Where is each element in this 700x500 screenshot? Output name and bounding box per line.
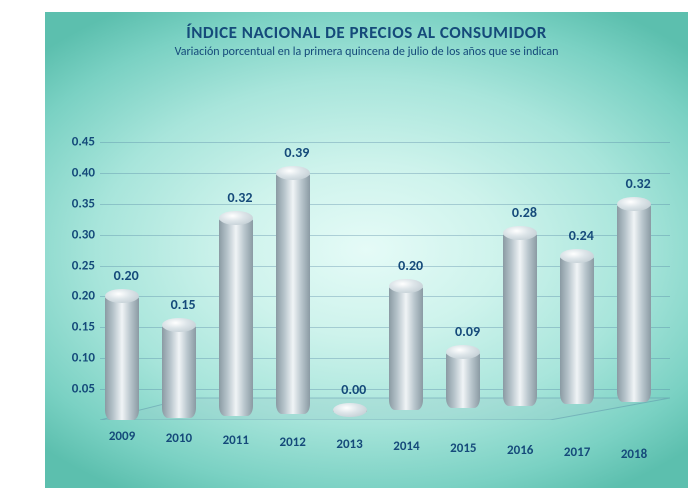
bar [503,233,537,406]
x-tick-label: 2011 [223,433,249,448]
value-label: 0.20 [398,257,423,274]
y-tick-label: 0.35 [72,196,95,211]
y-tick-label: 0.20 [72,289,95,304]
x-tick-label: 2015 [450,441,476,456]
y-tick-label: 0.10 [72,351,95,366]
plot-area: 0.20 0.15 0.32 0.39 0.00 0.20 0.09 0.28 0.24 0.32 [100,120,670,420]
value-label: 0.28 [512,204,537,221]
bar [560,256,594,404]
bar [276,173,310,414]
y-axis: 0.45 0.40 0.35 0.30 0.25 0.20 0.15 0.10 0.05 [45,120,100,420]
bar [446,352,480,408]
bars-group: 0.20 0.15 0.32 0.39 0.00 0.20 0.09 0.28 0.24 0.32 [100,120,670,420]
y-tick-label: 0.30 [72,227,95,242]
x-tick-label: 2017 [564,445,590,460]
x-axis-labels: 2009 2010 2011 2012 2013 2014 2015 2016 2017 2018 [100,425,670,465]
bar [105,296,139,420]
bar [389,286,423,410]
y-tick-label: 0.45 [72,135,95,150]
x-tick-label: 2014 [393,439,419,454]
bar [162,325,196,418]
x-tick-label: 2012 [279,435,305,450]
value-label: 0.32 [227,189,252,206]
value-label: 0.20 [114,267,139,284]
value-label: 0.39 [284,144,309,161]
value-label: 0.09 [455,323,480,340]
x-tick-label: 2009 [109,429,135,444]
x-tick-label: 2018 [621,447,647,462]
bar [333,410,367,412]
value-label: 0.15 [171,296,196,313]
chart-titles: ÍNDICE NACIONAL DE PRECIOS AL CONSUMIDOR… [45,22,688,59]
y-tick-label: 0.25 [72,258,95,273]
x-tick-label: 2013 [336,437,362,452]
x-tick-label: 2010 [166,431,192,446]
chart-container: ÍNDICE NACIONAL DE PRECIOS AL CONSUMIDOR… [0,0,700,500]
x-tick-label: 2016 [507,443,533,458]
chart-title: ÍNDICE NACIONAL DE PRECIOS AL CONSUMIDOR [45,22,688,43]
y-tick-label: 0.05 [72,382,95,397]
y-tick-label: 0.40 [72,165,95,180]
value-label: 0.00 [341,381,366,398]
chart-subtitle: Variación porcentual en la primera quinc… [45,45,688,59]
value-label: 0.24 [569,227,594,244]
bar [617,204,651,402]
y-tick-label: 0.15 [72,320,95,335]
bar [219,218,253,416]
value-label: 0.32 [626,175,651,192]
